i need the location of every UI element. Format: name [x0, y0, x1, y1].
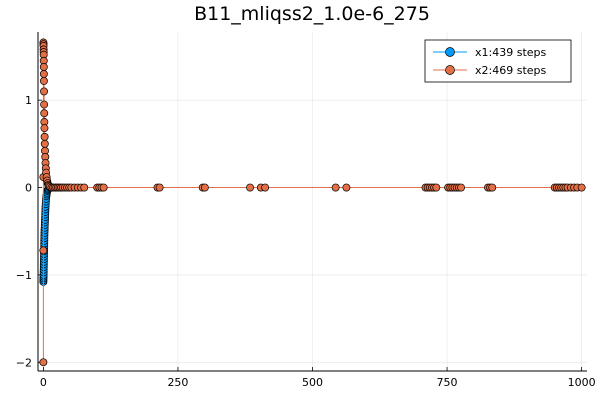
legend-label: x2:469 steps [475, 64, 547, 77]
data-point [432, 183, 441, 192]
y-tick-label: −2 [16, 356, 32, 369]
series-1 [39, 183, 56, 286]
data-point [342, 183, 351, 192]
data-point [80, 183, 89, 192]
y-tick-label: 0 [25, 182, 32, 195]
data-point [155, 183, 164, 192]
legend-marker [445, 47, 455, 57]
data-point [488, 183, 497, 192]
data-point [39, 358, 48, 367]
data-point [99, 183, 108, 192]
data-point [39, 69, 48, 78]
data-point [40, 100, 49, 109]
x-tick-label: 250 [167, 376, 188, 389]
data-point [40, 124, 49, 133]
data-point [39, 246, 48, 255]
y-tick-label: 1 [25, 94, 32, 107]
data-point [40, 87, 48, 96]
x-tick-label: 1000 [568, 376, 596, 389]
data-point [200, 183, 209, 192]
y-tick-label: −1 [16, 269, 32, 282]
legend: x1:439 steps x2:469 steps [424, 39, 572, 83]
data-point [577, 183, 586, 192]
x-tick-label: 0 [40, 376, 47, 389]
data-point [40, 139, 49, 148]
data-point [40, 109, 49, 118]
data-point [39, 76, 48, 85]
legend-box [424, 39, 572, 83]
x-tick-label: 750 [437, 376, 458, 389]
legend-label: x1:439 steps [475, 46, 547, 59]
legend-marker [445, 65, 455, 75]
x-tick-label: 500 [302, 376, 323, 389]
data-point [457, 183, 466, 192]
plot-area: 0 250 500 750 1000 −2 −1 0 1 [16, 32, 596, 389]
series-2 [39, 38, 586, 367]
chart-title: B11_mliqss2_1.0e-6_275 [194, 3, 430, 25]
data-point [39, 62, 48, 71]
data-point [331, 183, 340, 192]
data-point [261, 183, 270, 192]
data-point [40, 132, 49, 141]
data-point [246, 183, 255, 192]
